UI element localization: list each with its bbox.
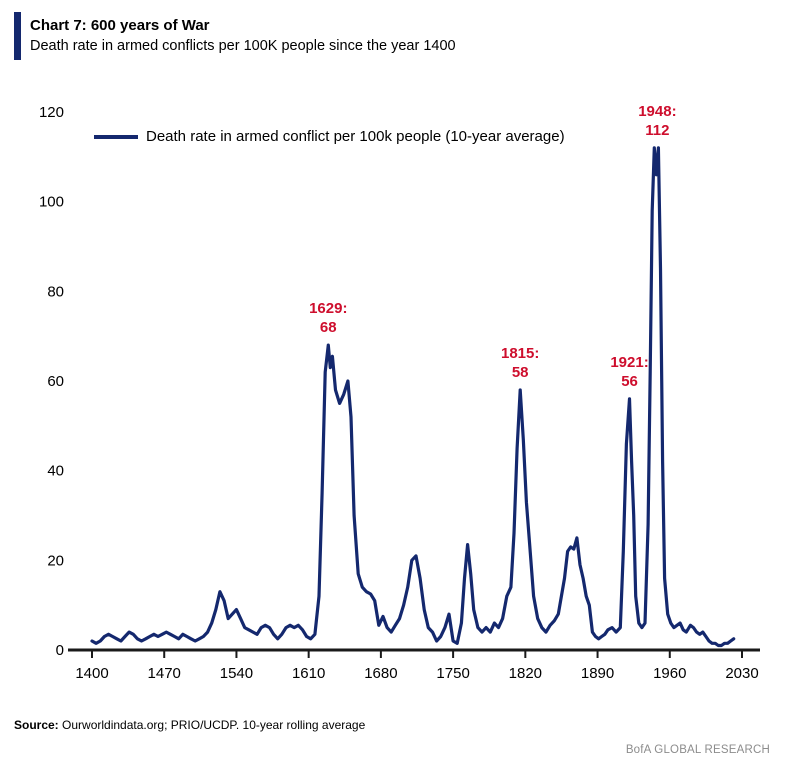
chart-header: Chart 7: 600 years of War Death rate in … [0,0,800,60]
chart-title: Chart 7: 600 years of War [30,16,210,34]
y-tick-label: 20 [47,552,64,569]
death-rate-line [90,146,736,648]
x-tick-label: 1680 [364,665,397,682]
y-tick-label: 40 [47,463,64,480]
y-tick-label: 120 [39,104,64,121]
legend-label: Death rate in armed conflict per 100k pe… [146,128,565,145]
peak-annotation-year: 1921: [610,354,648,371]
peak-annotation-year: 1815: [501,345,539,362]
source-label: Source: [14,718,59,732]
chart-subtitle: Death rate in armed conflicts per 100K p… [30,37,456,54]
legend-line-swatch [94,134,138,139]
x-tick-label: 1960 [653,665,686,682]
peak-annotation-value: 58 [512,364,529,381]
x-tick-label: 1540 [220,665,253,682]
chart-footer: Source: Ourworldindata.org; PRIO/UCDP. 1… [0,712,800,776]
chart-area: 0 20 40 60 80 100 120 1400 1470 1540 1610 1680 1750 1… [8,64,800,712]
title-accent-bar [14,12,21,60]
legend: Death rate in armed conflict per 100k pe… [94,128,565,145]
peak-annotation-value: 68 [320,319,337,336]
y-tick-label: 80 [47,283,64,300]
x-tick-label: 1750 [436,665,469,682]
brand-label: BofA GLOBAL RESEARCH [625,744,770,756]
x-tick-label: 2030 [725,665,758,682]
y-tick-label: 0 [56,642,64,659]
x-tick-label: 1470 [148,665,181,682]
peak-annotation-year: 1629: [309,300,347,317]
x-tick-label: 1820 [509,665,542,682]
war-death-rate-chart: 0 20 40 60 80 100 120 1400 1470 1540 1610 1680 1750 1… [39,103,760,682]
peak-annotation-value: 112 [645,122,669,139]
y-tick-label: 100 [39,194,64,211]
x-tick-label: 1400 [75,665,108,682]
y-tick-label: 60 [47,373,64,390]
peak-annotation-value: 56 [621,373,638,390]
x-tick-label: 1610 [292,665,325,682]
source-text: Ourworldindata.org; PRIO/UCDP. 10-year r… [58,718,366,732]
x-tick-label: 1890 [581,665,614,682]
source-note: Source: Ourworldindata.org; PRIO/UCDP. 1… [14,718,365,732]
peak-annotation-year: 1948: [638,103,676,120]
